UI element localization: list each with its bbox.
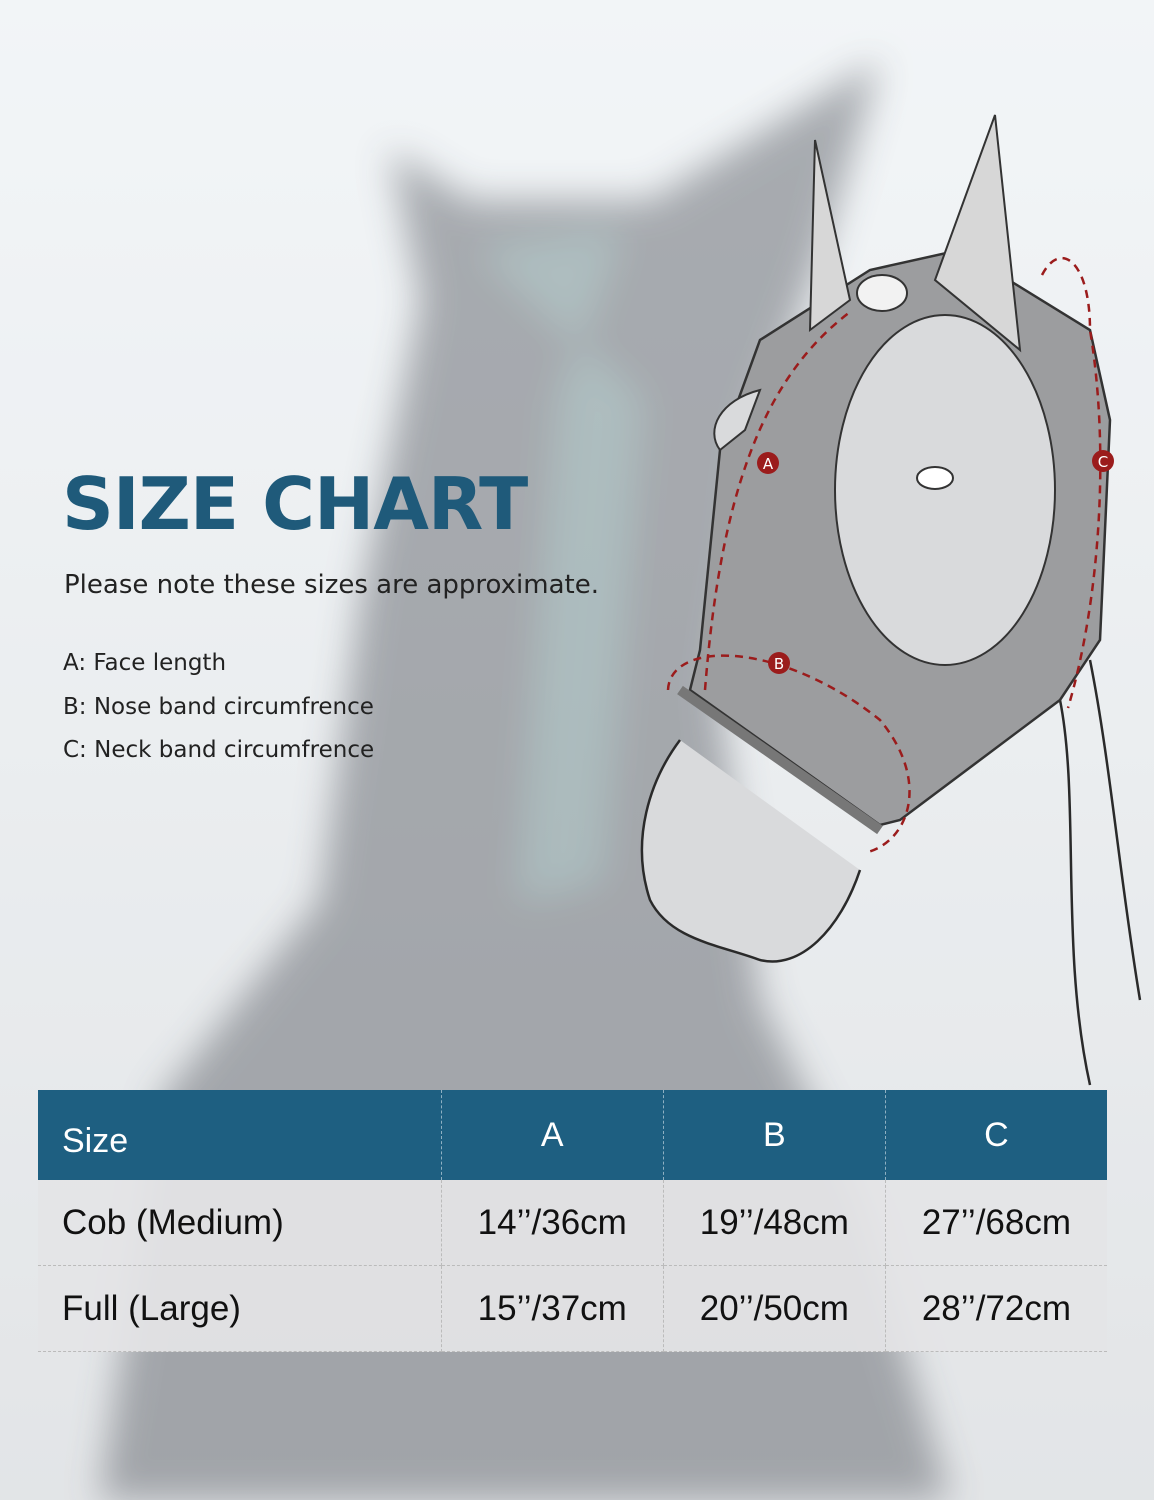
header-a: A xyxy=(441,1090,664,1180)
cell-a: 15’’/37cm xyxy=(441,1265,664,1352)
cell-b: 19’’/48cm xyxy=(663,1180,886,1266)
measure-label-c: C xyxy=(1092,450,1114,472)
legend-item-a: A: Face length xyxy=(63,650,227,676)
cell-a: 14’’/36cm xyxy=(441,1180,664,1266)
measure-a-line xyxy=(703,311,851,691)
measure-b-line xyxy=(666,654,911,854)
cell-c: 28’’/72cm xyxy=(885,1265,1107,1352)
measurement-legend: A: Face length B: Nose band circumfrence… xyxy=(63,642,374,773)
svg-text:B: B xyxy=(774,655,784,673)
subtitle: Please note these sizes are approximate. xyxy=(64,570,599,600)
cell-size: Full (Large) xyxy=(38,1265,442,1352)
measure-c-line xyxy=(1040,256,1102,709)
cell-c: 27’’/68cm xyxy=(885,1180,1107,1266)
table-header-row: Size A B C xyxy=(38,1090,1107,1180)
page-title: SIZE CHART xyxy=(62,462,528,546)
table-row: Full (Large) 15’’/37cm 20’’/50cm 28’’/72… xyxy=(38,1265,1107,1352)
table-row: Cob (Medium) 14’’/36cm 19’’/48cm 27’’/68… xyxy=(38,1180,1107,1266)
svg-text:C: C xyxy=(1098,453,1108,471)
header-b: B xyxy=(663,1090,886,1180)
cell-size: Cob (Medium) xyxy=(38,1180,442,1266)
size-table: Size A B C Cob (Medium) 14’’/36cm 19’’/4… xyxy=(38,1090,1107,1352)
legend-item-c: C: Neck band circumfrence xyxy=(63,737,375,763)
svg-text:A: A xyxy=(763,455,774,473)
header-size: Size xyxy=(38,1090,442,1180)
legend-item-b: B: Nose band circumfrence xyxy=(63,693,374,720)
header-c: C xyxy=(885,1090,1107,1180)
measure-label-b: B xyxy=(768,652,790,674)
cell-b: 20’’/50cm xyxy=(663,1265,886,1352)
measure-label-a: A xyxy=(757,452,779,474)
